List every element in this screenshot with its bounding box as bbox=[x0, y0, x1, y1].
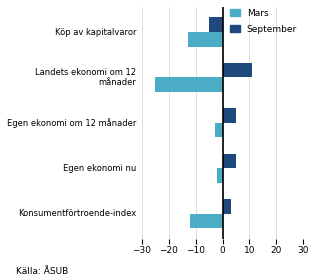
Bar bbox=[188, 32, 222, 47]
Bar bbox=[222, 199, 231, 214]
Legend: Mars, September: Mars, September bbox=[229, 7, 299, 36]
Bar bbox=[215, 123, 222, 137]
Bar bbox=[217, 168, 222, 183]
Bar bbox=[190, 214, 222, 228]
Bar bbox=[209, 18, 222, 32]
Bar bbox=[222, 63, 252, 77]
Text: Källa: ÅSUB: Källa: ÅSUB bbox=[16, 267, 68, 276]
Bar bbox=[222, 154, 236, 168]
Bar bbox=[222, 108, 236, 123]
Bar bbox=[155, 77, 222, 92]
